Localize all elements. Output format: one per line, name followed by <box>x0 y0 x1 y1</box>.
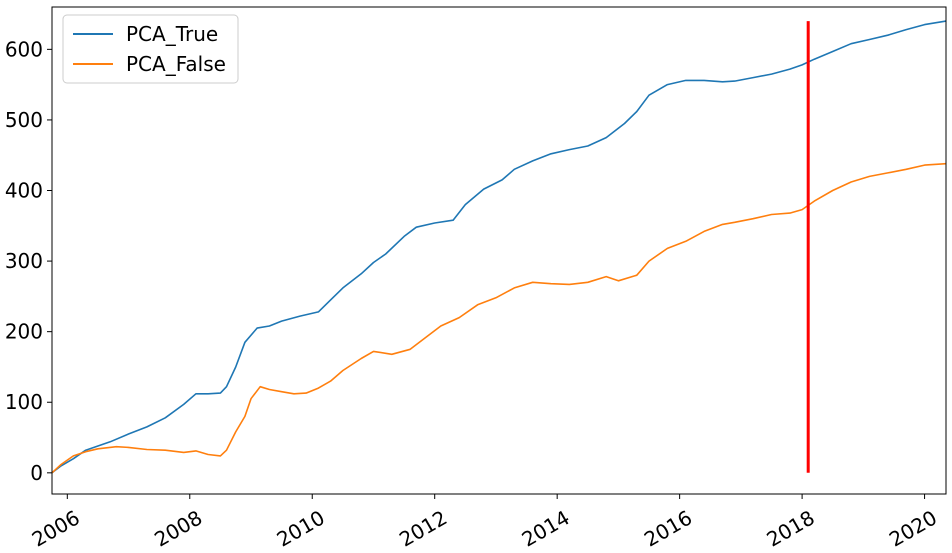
y-tick-label: 200 <box>5 320 43 344</box>
x-tick-label: 2006 <box>28 505 84 551</box>
x-tick-label: 2016 <box>640 505 696 551</box>
x-tick-label: 2020 <box>885 505 941 551</box>
y-tick-label: 400 <box>5 179 43 203</box>
x-axis: 2006 2008 2010 2012 2014 2016 2018 2020 <box>28 494 941 552</box>
y-tick-label: 0 <box>30 461 43 485</box>
x-tick-label: 2014 <box>518 505 574 551</box>
y-tick-label: 100 <box>5 390 43 414</box>
legend-box <box>62 14 239 84</box>
series-line-pca-true <box>51 20 947 474</box>
legend-label-pca-true: PCA_True <box>126 22 218 46</box>
y-axis: 0 100 200 300 400 500 600 <box>5 37 52 485</box>
series-line-pca-false <box>51 162 947 474</box>
y-tick-label: 300 <box>5 249 43 273</box>
x-tick-label: 2010 <box>273 505 329 551</box>
legend-label-pca-false: PCA_False <box>126 52 226 76</box>
x-tick-label: 2012 <box>395 505 451 551</box>
x-tick-label: 2018 <box>763 505 819 551</box>
series-layer <box>51 20 947 474</box>
y-tick-label: 500 <box>5 108 43 132</box>
y-tick-label: 600 <box>5 37 43 61</box>
x-tick-label: 2008 <box>150 505 206 551</box>
plot-frame <box>51 6 947 495</box>
legend: PCA_True PCA_False <box>62 14 239 84</box>
